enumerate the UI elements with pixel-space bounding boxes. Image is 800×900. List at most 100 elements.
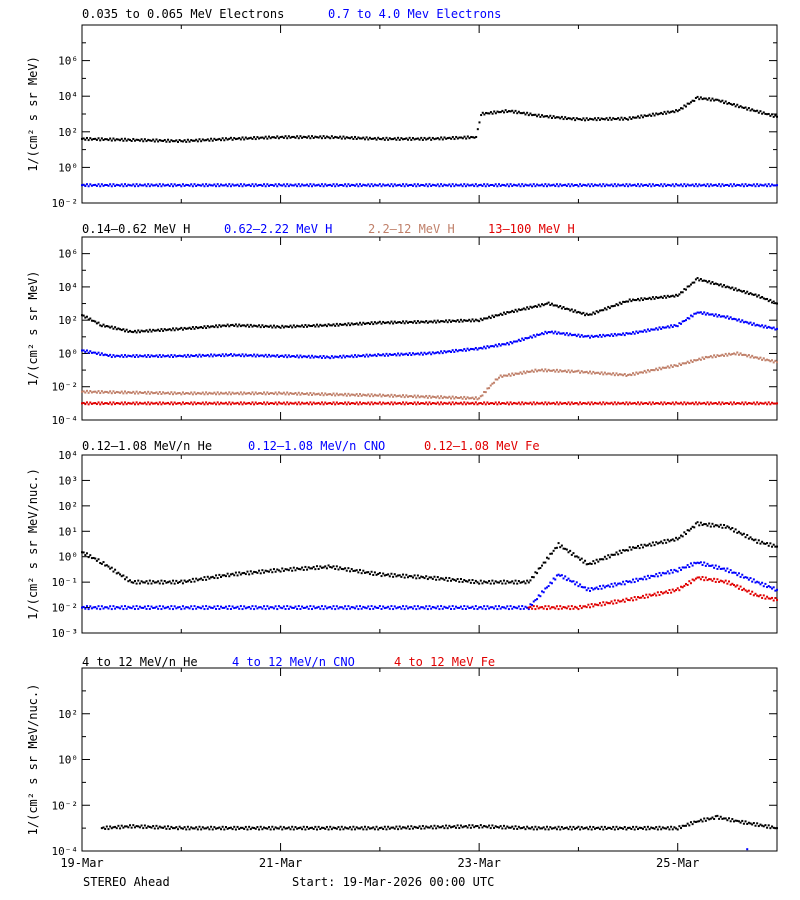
data-point bbox=[618, 549, 621, 552]
data-point bbox=[541, 114, 544, 117]
data-point bbox=[602, 118, 605, 121]
data-point bbox=[552, 115, 555, 118]
data-point bbox=[334, 827, 337, 830]
data-point bbox=[267, 570, 270, 573]
data-point bbox=[545, 332, 548, 335]
data-point bbox=[137, 185, 140, 188]
data-point bbox=[148, 825, 151, 828]
data-point bbox=[345, 136, 348, 139]
data-point bbox=[193, 580, 196, 583]
data-point bbox=[524, 582, 527, 585]
data-point bbox=[251, 401, 254, 404]
data-point bbox=[512, 582, 515, 585]
data-point bbox=[203, 608, 206, 611]
data-point bbox=[713, 283, 716, 286]
data-point bbox=[698, 524, 701, 527]
data-point bbox=[746, 822, 749, 825]
data-point bbox=[723, 184, 726, 187]
data-point bbox=[683, 531, 686, 534]
data-point bbox=[375, 138, 378, 141]
data-point bbox=[178, 354, 181, 357]
data-point bbox=[109, 605, 112, 608]
data-point bbox=[714, 815, 717, 818]
data-point bbox=[254, 827, 257, 830]
data-point bbox=[130, 826, 133, 829]
data-point bbox=[299, 354, 302, 357]
data-point bbox=[757, 357, 760, 360]
data-point bbox=[463, 319, 466, 322]
data-point bbox=[208, 139, 211, 142]
data-point bbox=[327, 402, 330, 405]
data-point bbox=[289, 605, 292, 608]
data-point bbox=[420, 402, 423, 405]
data-point bbox=[686, 401, 689, 404]
data-point bbox=[229, 393, 232, 396]
data-point bbox=[382, 353, 385, 356]
data-point bbox=[162, 354, 165, 357]
data-point bbox=[85, 349, 88, 352]
data-point bbox=[732, 183, 735, 186]
data-point bbox=[176, 392, 179, 395]
data-point bbox=[264, 353, 267, 356]
data-point bbox=[284, 568, 287, 571]
data-point bbox=[324, 827, 327, 830]
data-point bbox=[512, 311, 515, 314]
data-point bbox=[582, 335, 585, 338]
data-point bbox=[362, 569, 365, 572]
data-point bbox=[162, 582, 165, 585]
data-point bbox=[711, 356, 714, 359]
data-point bbox=[693, 359, 696, 362]
data-point bbox=[698, 357, 701, 360]
data-point bbox=[87, 185, 90, 188]
data-point bbox=[330, 355, 333, 358]
data-point bbox=[529, 603, 532, 606]
data-point bbox=[655, 183, 658, 186]
data-point bbox=[99, 353, 102, 356]
data-point bbox=[719, 815, 722, 818]
data-point bbox=[542, 826, 545, 829]
data-point bbox=[598, 828, 601, 831]
data-point bbox=[392, 185, 395, 188]
data-point bbox=[680, 534, 683, 537]
data-point bbox=[377, 136, 380, 139]
data-point bbox=[226, 393, 229, 396]
data-point bbox=[329, 183, 332, 186]
data-point bbox=[385, 606, 388, 609]
data-point bbox=[637, 596, 639, 599]
data-point bbox=[188, 184, 191, 187]
data-point bbox=[575, 402, 578, 405]
data-point bbox=[731, 185, 734, 188]
data-point bbox=[124, 183, 127, 186]
data-point bbox=[694, 183, 697, 186]
data-point bbox=[292, 828, 295, 831]
data-point bbox=[628, 298, 631, 301]
data-point bbox=[448, 401, 451, 404]
data-point bbox=[645, 330, 648, 333]
data-point bbox=[638, 299, 641, 302]
data-point bbox=[135, 331, 138, 334]
data-point bbox=[701, 402, 704, 405]
data-point bbox=[375, 322, 378, 325]
data-point bbox=[491, 579, 494, 582]
data-point bbox=[196, 183, 199, 186]
data-point bbox=[673, 590, 676, 593]
data-point bbox=[89, 317, 92, 320]
data-point bbox=[640, 183, 643, 186]
data-point bbox=[157, 607, 160, 610]
data-point bbox=[181, 582, 184, 585]
data-point bbox=[711, 564, 714, 567]
data-point bbox=[757, 111, 760, 114]
data-point bbox=[461, 137, 464, 140]
data-point bbox=[646, 544, 649, 547]
data-point bbox=[651, 183, 654, 186]
data-point bbox=[438, 403, 441, 406]
data-point bbox=[446, 350, 449, 353]
data-point bbox=[552, 332, 555, 335]
data-point bbox=[610, 600, 613, 603]
data-point bbox=[291, 355, 294, 358]
data-point bbox=[451, 183, 454, 186]
data-point bbox=[435, 607, 438, 610]
data-point bbox=[536, 370, 539, 373]
data-point bbox=[271, 354, 274, 357]
data-point bbox=[577, 310, 580, 313]
